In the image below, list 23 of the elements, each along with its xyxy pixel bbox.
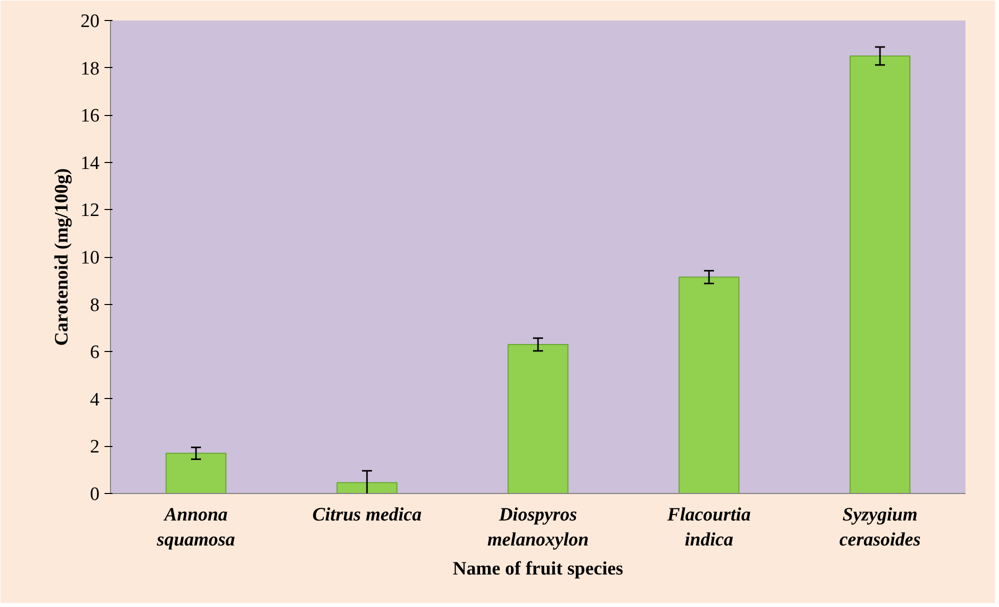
bar [508, 344, 568, 494]
y-tick-label: 18 [80, 58, 100, 80]
y-tick-label: 20 [80, 11, 100, 32]
x-tick-label: Citrus medica [312, 504, 422, 526]
y-tick-label: 16 [80, 106, 100, 127]
bar [678, 276, 740, 494]
y-tick-label: 6 [90, 342, 100, 364]
bar [850, 55, 910, 494]
bar [166, 452, 226, 494]
bar [336, 482, 398, 494]
y-axis-title: Carotenoid (mg/100g) [52, 168, 72, 346]
y-tick-label: 0 [90, 484, 100, 505]
y-tick-label: 12 [80, 200, 100, 222]
x-tick-label: Annona squamosa [156, 504, 236, 551]
y-tick-label: 2 [90, 436, 100, 458]
y-tick-label: 14 [80, 152, 100, 174]
x-tick-label: Flacourtia indica [666, 504, 752, 551]
x-tick-label: Syzygium cerasoides [839, 504, 921, 551]
y-tick-label: 10 [80, 248, 100, 268]
y-tick-label: 4 [90, 389, 100, 410]
y-tick-label: 8 [90, 294, 100, 316]
x-tick-label: Diospyros melanoxylon [487, 504, 589, 551]
x-axis-title: Name of fruit species [452, 558, 624, 580]
